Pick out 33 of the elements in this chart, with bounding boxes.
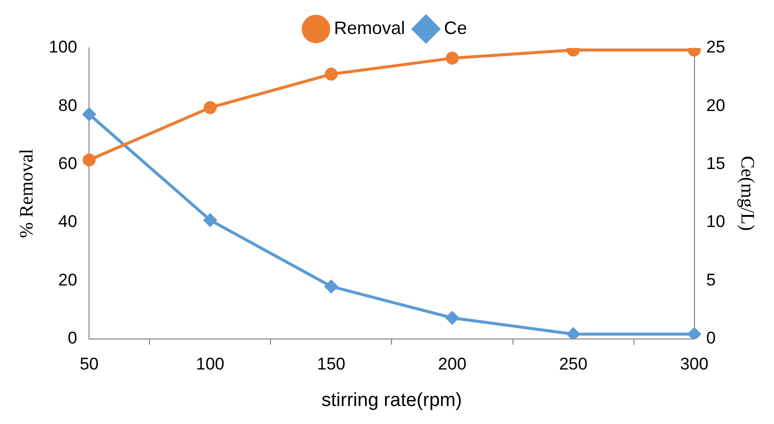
- x-axis-title: stirring rate(rpm): [322, 390, 462, 411]
- x-tick-label: 300: [680, 354, 708, 374]
- x-tick-label: 100: [196, 354, 224, 374]
- point: [324, 280, 338, 293]
- y-tick-label: 20: [58, 270, 78, 290]
- legend-label: Removal: [334, 18, 406, 38]
- y-tick-label: 60: [58, 154, 78, 174]
- y-tick-label: 40: [58, 212, 78, 232]
- point: [566, 328, 580, 339]
- point: [446, 311, 459, 324]
- point: [324, 68, 338, 81]
- y-tick-label: 80: [58, 96, 78, 115]
- y-tick-label: 0: [68, 328, 78, 348]
- x-tick-label: 50: [80, 354, 99, 374]
- legend-label: Ce: [444, 18, 468, 38]
- point: [446, 52, 459, 65]
- point: [82, 108, 96, 121]
- y2-tick-label: 5: [706, 270, 716, 290]
- y-axis-title: % Removal: [16, 148, 38, 238]
- y2-tick-label: 0: [706, 328, 716, 348]
- x-tick-label: 150: [317, 354, 346, 374]
- x-tick-label: 250: [559, 354, 588, 374]
- y2-tick-label: 20: [706, 96, 726, 115]
- point: [688, 328, 701, 339]
- point: [204, 214, 217, 227]
- point: [204, 101, 217, 114]
- y2-tick-label: 25: [706, 38, 726, 57]
- y2-tick-label: 10: [706, 212, 726, 232]
- point: [82, 153, 96, 166]
- y-tick-label: 100: [48, 38, 78, 57]
- x-tick-label: 200: [438, 354, 466, 374]
- y2-axis-title: Ce(mg/L): [736, 156, 758, 231]
- y2-tick-label: 15: [706, 154, 726, 174]
